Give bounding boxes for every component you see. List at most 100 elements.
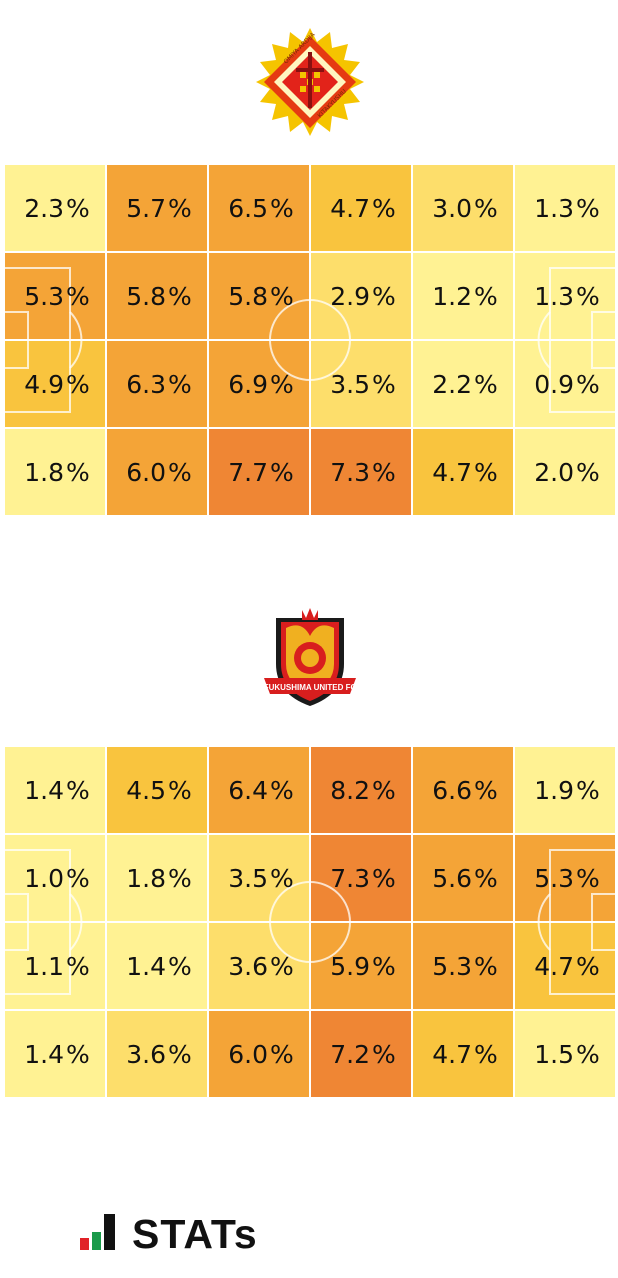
heat-cell-r2-c1	[105, 921, 209, 1011]
pitch-markings	[4, 746, 616, 1098]
heat-cell-r0-c4	[411, 164, 515, 253]
heat-label-r2-c0: 4.9%	[24, 370, 90, 399]
heat-value: 6.4	[228, 776, 268, 805]
right-penalty-box	[549, 267, 616, 413]
heat-label-r0-c4: 3.0%	[432, 194, 498, 223]
heat-label-r3-c1: 6.0%	[126, 458, 192, 487]
heat-cell-r1-c0	[4, 251, 107, 341]
heat-label-r3-c0: 1.8%	[24, 458, 90, 487]
heat-value: 4.9	[24, 370, 64, 399]
heat-cell-r3-c4	[411, 427, 515, 516]
heat-label-r3-c5: 2.0%	[534, 458, 600, 487]
heat-cell-r1-c2	[207, 833, 311, 923]
heat-unit: %	[168, 776, 192, 805]
heat-value: 1.4	[24, 776, 64, 805]
heat-label-r0-c0: 1.4%	[24, 776, 90, 805]
heat-unit: %	[474, 194, 498, 223]
heat-value: 6.6	[432, 776, 472, 805]
heat-label-r1-c5: 1.3%	[534, 282, 600, 311]
heat-label-r3-c5: 1.5%	[534, 1040, 600, 1069]
heat-label-r0-c0: 2.3%	[24, 194, 90, 223]
heat-unit: %	[66, 370, 90, 399]
heat-value: 2.3	[24, 194, 64, 223]
heat-unit: %	[576, 864, 600, 893]
heat-value: 0.9	[534, 370, 574, 399]
left-goal-box	[4, 893, 29, 951]
heat-unit: %	[576, 458, 600, 487]
heat-label-r0-c3: 8.2%	[330, 776, 396, 805]
heat-unit: %	[66, 194, 90, 223]
heat-label-r1-c4: 5.6%	[432, 864, 498, 893]
heat-unit: %	[66, 282, 90, 311]
heat-cell-r3-c5	[513, 427, 616, 516]
heat-value: 6.5	[228, 194, 268, 223]
heat-value: 1.4	[24, 1040, 64, 1069]
heat-label-r1-c1: 5.8%	[126, 282, 192, 311]
heat-label-r0-c2: 6.5%	[228, 194, 294, 223]
heat-label-r2-c0: 1.1%	[24, 952, 90, 981]
heat-label-r2-c1: 6.3%	[126, 370, 192, 399]
heat-cell-r1-c4	[411, 833, 515, 923]
heat-unit: %	[372, 194, 396, 223]
heat-unit: %	[168, 1040, 192, 1069]
pitch-markings	[4, 164, 616, 516]
heat-cell-r1-c5	[513, 251, 616, 341]
heat-value: 4.7	[534, 952, 574, 981]
heat-cell-r2-c5	[513, 339, 616, 429]
heat-value: 7.2	[330, 1040, 370, 1069]
heat-cell-r2-c3	[309, 339, 413, 429]
heat-cell-r0-c4	[411, 746, 515, 835]
heat-value: 5.3	[534, 864, 574, 893]
right-goal-box	[591, 311, 616, 369]
heat-unit: %	[168, 370, 192, 399]
stats-bar-icon	[80, 1214, 115, 1250]
centre-circle	[269, 881, 351, 963]
heat-value: 8.2	[330, 776, 370, 805]
heat-value: 4.7	[330, 194, 370, 223]
heat-unit: %	[474, 282, 498, 311]
heat-value: 5.8	[228, 282, 268, 311]
heat-unit: %	[576, 952, 600, 981]
heat-cell-r2-c1	[105, 339, 209, 429]
heat-unit: %	[474, 864, 498, 893]
heat-value: 2.0	[534, 458, 574, 487]
heat-value: 4.5	[126, 776, 166, 805]
heat-unit: %	[474, 458, 498, 487]
heat-value: 3.6	[228, 952, 268, 981]
heat-unit: %	[474, 952, 498, 981]
heat-value: 1.8	[126, 864, 166, 893]
heat-label-r3-c1: 3.6%	[126, 1040, 192, 1069]
heat-value: 1.2	[432, 282, 472, 311]
heat-unit: %	[372, 282, 396, 311]
heat-label-r2-c3: 5.9%	[330, 952, 396, 981]
heat-cell-r2-c2	[207, 339, 311, 429]
heat-label-r3-c3: 7.3%	[330, 458, 396, 487]
heat-cell-r2-c4	[411, 339, 515, 429]
heat-unit: %	[270, 776, 294, 805]
heat-cell-r1-c5	[513, 833, 616, 923]
heat-unit: %	[66, 1040, 90, 1069]
team2-logo-text: FUKUSHIMA UNITED FC	[264, 683, 357, 692]
heat-unit: %	[66, 864, 90, 893]
heat-value: 5.8	[126, 282, 166, 311]
heat-value: 2.2	[432, 370, 472, 399]
heat-label-r2-c2: 3.6%	[228, 952, 294, 981]
right-penalty-box	[549, 849, 616, 995]
heat-unit: %	[474, 776, 498, 805]
heat-label-r1-c5: 5.3%	[534, 864, 600, 893]
heat-value: 1.0	[24, 864, 64, 893]
heat-cell-r1-c1	[105, 833, 209, 923]
heat-unit: %	[270, 194, 294, 223]
heat-unit: %	[474, 1040, 498, 1069]
heat-value: 3.6	[126, 1040, 166, 1069]
heat-cell-r3-c1	[105, 427, 209, 516]
right-penalty-arc	[537, 311, 551, 369]
heat-unit: %	[372, 776, 396, 805]
heat-cell-r2-c2	[207, 921, 311, 1011]
heat-label-r1-c1: 1.8%	[126, 864, 192, 893]
heat-unit: %	[270, 458, 294, 487]
left-penalty-arc	[69, 893, 83, 951]
heat-label-r1-c3: 7.3%	[330, 864, 396, 893]
heat-value: 1.5	[534, 1040, 574, 1069]
heat-label-r3-c0: 1.4%	[24, 1040, 90, 1069]
